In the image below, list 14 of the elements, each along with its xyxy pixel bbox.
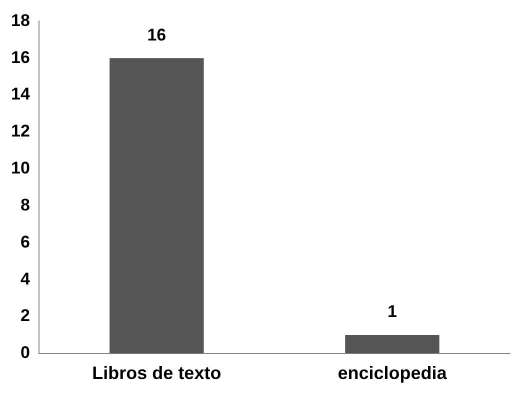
- y-tick-label: 14: [10, 84, 30, 104]
- data-label: 1: [387, 302, 397, 322]
- x-tick-label: enciclopedia: [338, 363, 448, 384]
- y-tick-label: 2: [20, 306, 30, 326]
- y-tick-label: 10: [10, 158, 30, 178]
- x-tick-label: Libros de texto: [92, 363, 222, 384]
- y-tick-label: 16: [10, 48, 30, 67]
- data-label: 16: [147, 25, 166, 44]
- y-tick-label: 4: [20, 269, 30, 288]
- y-tick-label: 8: [20, 195, 30, 214]
- y-tick-label: 18: [10, 10, 30, 30]
- y-tick-label: 0: [20, 343, 30, 362]
- y-tick-label: 12: [10, 122, 30, 141]
- y-tick-label: 6: [20, 232, 30, 252]
